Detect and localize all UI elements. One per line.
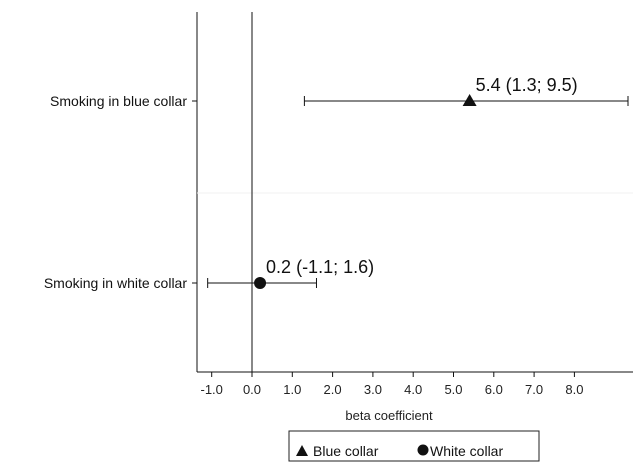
legend-box — [288, 430, 540, 462]
legend-triangle-icon — [296, 445, 308, 456]
x-tick-label: 1.0 — [283, 382, 301, 397]
category-label: Smoking in white collar — [44, 275, 188, 291]
legend-label-blue-collar: Blue collar — [313, 443, 379, 459]
x-tick-label: 8.0 — [565, 382, 583, 397]
legend-circle-icon — [417, 444, 429, 456]
x-tick-label: 2.0 — [324, 382, 342, 397]
x-tick-label: 5.0 — [444, 382, 462, 397]
x-tick-label: -1.0 — [200, 382, 222, 397]
x-tick-label: 0.0 — [243, 382, 261, 397]
estimate-annotation: 5.4 (1.3; 9.5) — [476, 75, 578, 95]
x-tick-label: 3.0 — [364, 382, 382, 397]
legend-label-white-collar: White collar — [430, 443, 503, 459]
category-label: Smoking in blue collar — [50, 93, 187, 109]
estimate-annotation: 0.2 (-1.1; 1.6) — [266, 257, 374, 277]
x-axis-title: beta coefficient — [345, 408, 433, 423]
point-estimate-circle — [254, 277, 267, 289]
x-axis-ticks: -1.0 0.0 1.0 2.0 3.0 4.0 5.0 6.0 7.0 8.0 — [200, 372, 583, 397]
chart-rows: Smoking in blue collar 5.4 (1.3; 9.5) Smok… — [44, 75, 629, 291]
legend: Blue collar White collar — [288, 430, 540, 462]
x-tick-label: 7.0 — [525, 382, 543, 397]
x-tick-label: 6.0 — [485, 382, 503, 397]
point-estimate-triangle — [462, 94, 477, 106]
x-tick-label: 4.0 — [404, 382, 422, 397]
